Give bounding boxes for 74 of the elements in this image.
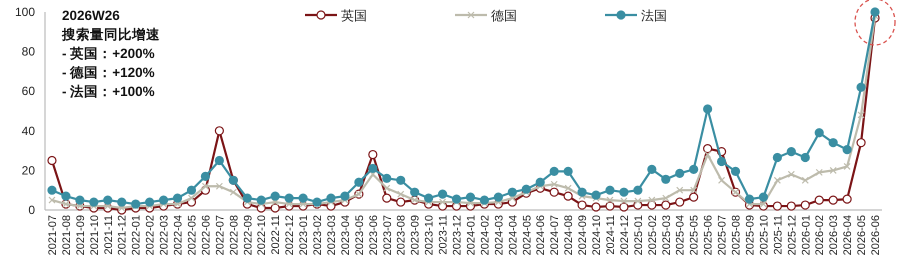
x-tick-label: 2021-07 [46, 215, 59, 256]
x-tick-label: 2022-09 [242, 215, 254, 256]
x-tick-label: 2023-09 [410, 215, 422, 256]
x-tick-label: 2023-02 [312, 215, 324, 256]
x-tick-label: 2022-04 [172, 215, 185, 256]
x-tick-label: 2022-03 [158, 215, 171, 256]
x-tick-label: 2021-11 [102, 215, 115, 255]
x-tick-label: 2023-06 [368, 215, 380, 256]
x-tick-label: 2023-12 [452, 215, 464, 256]
legend-label: 德国 [491, 8, 517, 23]
x-tick-label: 2023-05 [354, 215, 366, 256]
y-tick-label: 80 [22, 44, 36, 59]
x-tick-label: 2023-10 [424, 215, 436, 256]
x-tick-label: 2021-08 [60, 215, 73, 256]
x-tick-label: 2025-04 [674, 215, 687, 256]
x-tick-label: 2022-10 [256, 215, 268, 256]
x-tick-label: 2022-07 [214, 215, 226, 256]
annotation: - 法国：+100% [62, 84, 155, 99]
x-tick-label: 2026-05 [856, 215, 868, 256]
x-tick-label: 2022-02 [144, 215, 157, 256]
x-tick-label: 2022-06 [200, 215, 212, 256]
x-tick-label: 2026-03 [828, 215, 840, 256]
x-tick-label: 2023-04 [340, 215, 352, 256]
x-tick-label: 2024-06 [535, 215, 548, 256]
x-tick-label: 2021-10 [88, 215, 101, 256]
legend-label: 法国 [641, 8, 667, 23]
x-tick-label: 2025-09 [744, 215, 756, 256]
x-tick-label: 2026-01 [800, 215, 812, 256]
x-tick-label: 2025-03 [660, 215, 673, 256]
y-tick-label: 60 [22, 84, 36, 98]
y-tick-label: 40 [22, 124, 36, 138]
x-tick-label: 2022-12 [284, 215, 296, 256]
x-tick-label: 2024-03 [493, 215, 506, 256]
annotation: - 德国：+120% [62, 65, 155, 80]
x-tick-label: 2023-03 [326, 215, 338, 256]
x-tick-label: 2025-12 [786, 215, 798, 256]
x-tick-label: 2025-08 [730, 215, 743, 256]
x-tick-label: 2026-02 [814, 215, 826, 256]
x-tick-label: 2026-06 [870, 215, 882, 256]
x-tick-label: 2023-08 [396, 215, 408, 256]
x-tick-label: 2025-02 [646, 215, 659, 256]
x-tick-label: 2024-11 [604, 215, 617, 255]
x-tick-label: 2026-04 [842, 215, 854, 256]
x-tick-label: 2025-07 [716, 215, 729, 256]
legend-label: 英国 [341, 8, 367, 23]
x-tick-label: 2025-11 [772, 215, 784, 255]
x-tick-label: 2024-12 [618, 215, 631, 256]
y-tick-label: 100 [14, 5, 36, 19]
x-tick-label: 2024-08 [563, 215, 576, 256]
x-tick-label: 2024-09 [577, 215, 590, 256]
x-tick-label: 2025-01 [632, 215, 645, 256]
x-tick-label: 2025-10 [758, 215, 770, 256]
x-tick-label: 2024-02 [479, 215, 492, 256]
x-tick-label: 2023-07 [382, 215, 394, 256]
y-tick-label: 20 [22, 163, 36, 178]
x-tick-label: 2025-06 [702, 215, 715, 256]
annotation: - 英国：+200% [62, 46, 155, 61]
x-tick-label: 2021-12 [116, 215, 129, 256]
x-tick-label: 2023-11 [438, 215, 450, 255]
x-tick-label: 2022-11 [270, 215, 282, 255]
x-tick-label: 2024-05 [521, 215, 534, 256]
x-tick-label: 2025-05 [688, 215, 701, 256]
x-tick-label: 2022-01 [130, 215, 143, 256]
x-tick-label: 2023-01 [298, 215, 310, 256]
x-tick-label: 2024-07 [549, 215, 562, 256]
x-tick-label: 2022-08 [228, 215, 240, 256]
x-tick-label: 2024-04 [507, 215, 520, 256]
x-tick-label: 2021-09 [74, 215, 87, 256]
annotation: 搜索量同比增速 [61, 27, 161, 42]
x-tick-label: 2024-10 [591, 215, 604, 256]
x-tick-label: 2022-05 [186, 215, 198, 256]
x-tick-label: 2024-01 [465, 215, 478, 256]
y-tick-label: 0 [28, 203, 36, 217]
annotation: 2026W26 [62, 8, 120, 23]
